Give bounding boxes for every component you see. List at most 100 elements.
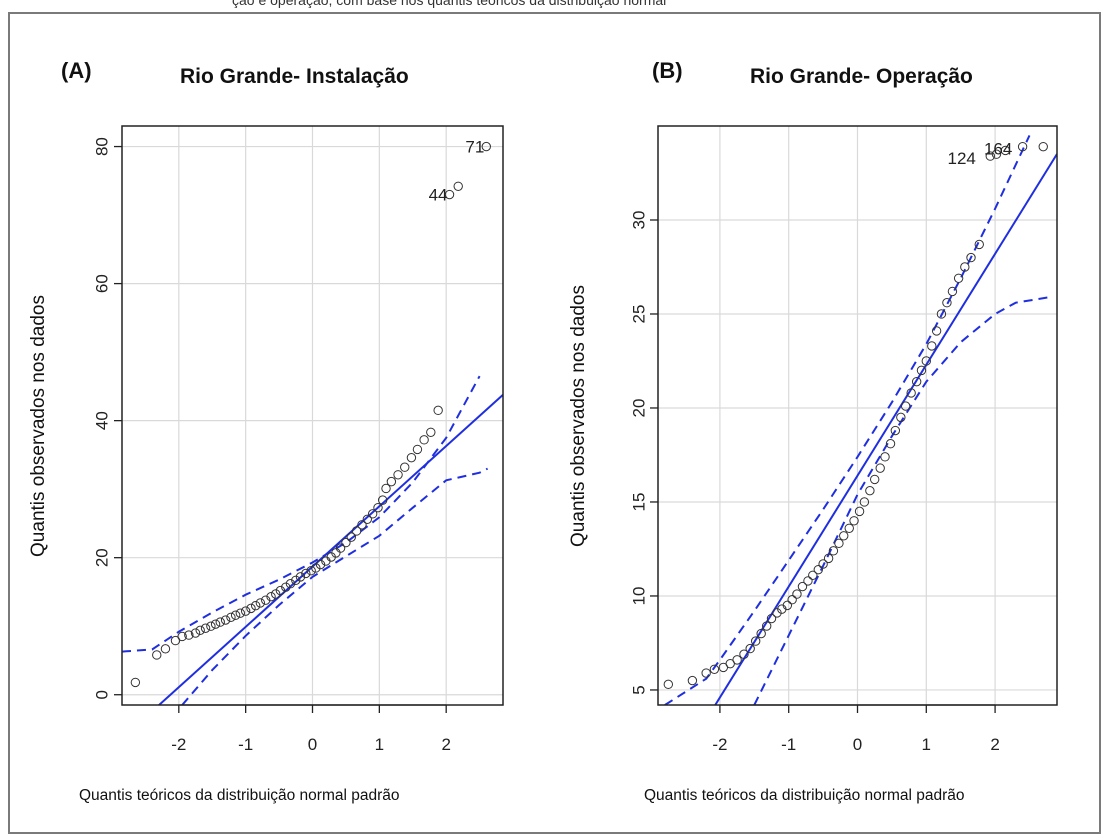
- panel-a-title: Rio Grande- Instalação: [180, 65, 409, 88]
- panel-a-envelope-upper: [122, 375, 481, 653]
- panel-b-data-point: [936, 309, 947, 319]
- panel-a-ytick-label: 0: [92, 690, 111, 699]
- panel-b-ylabel: Quantis observados nos dados: [568, 285, 589, 547]
- panel-a-data-point: [373, 502, 383, 513]
- panel-a-data-point: [419, 435, 429, 445]
- page-header-fragment: ção e operação, com base nos quantis teó…: [0, 0, 1103, 12]
- panel-b-data-point: [916, 365, 927, 376]
- panel-a-envelope-lower: [181, 467, 489, 705]
- panel-a-data-point: [315, 559, 326, 570]
- panel-a-data-point: [433, 405, 443, 416]
- panel-b-data-point: [701, 668, 711, 678]
- panel-b-data-point: [709, 664, 720, 674]
- panel-b-data-point: [966, 252, 976, 263]
- panel-a-point-label: 44: [429, 186, 448, 205]
- panel-b-reference-line: [714, 153, 1057, 705]
- panel-b-point-label: 164: [984, 140, 1012, 159]
- panel-b-data-point: [750, 636, 761, 646]
- panel-b-data-point: [974, 239, 984, 250]
- header-fragment-text: ção e operação, com base nos quantis teó…: [232, 0, 667, 8]
- panel-b-data-point: [745, 643, 755, 654]
- panel-b-ytick-label: 30: [629, 211, 648, 230]
- panel-a-data-point: [250, 600, 261, 611]
- panel-a-data-point: [377, 495, 388, 505]
- panel-a-ytick-label: 20: [92, 548, 111, 567]
- panel-b-data-point: [687, 675, 698, 686]
- panel-b-data-point: [906, 388, 916, 398]
- panel-a-data-point: [246, 603, 256, 614]
- panel-b-data-point: [849, 516, 859, 526]
- panel-a-data-point: [393, 470, 403, 480]
- panel-a-xtick-label: -2: [171, 735, 186, 754]
- panel-b-ytick-label: 20: [629, 399, 648, 418]
- panel-b-data-point: [761, 621, 772, 631]
- panel-a-data-point: [195, 625, 205, 636]
- panel-b-ytick-label: 5: [629, 685, 648, 694]
- panel-b-xtick-label: -1: [781, 735, 796, 754]
- panel-a-xlabel: Quantis teóricos da distribuição normal …: [79, 787, 400, 804]
- panel-b-data-point: [808, 570, 818, 580]
- panel-b-data-point: [885, 438, 896, 449]
- panel-b-data-point: [854, 506, 865, 517]
- panel-a-data-point: [453, 181, 463, 191]
- panel-b-data-point: [732, 655, 742, 665]
- panel-b-envelope-lower: [753, 296, 1051, 705]
- panel-a-data-point: [291, 575, 301, 585]
- panel-b-data-point: [1038, 141, 1048, 152]
- panel-b-data-point: [839, 531, 849, 541]
- panel-a-data-point: [341, 537, 351, 548]
- panel-a-data-point: [400, 462, 410, 472]
- panel-b-ytick-label: 15: [629, 493, 648, 512]
- panel-b-data-point: [663, 679, 674, 690]
- panel-b-xtick-label: 0: [853, 735, 862, 754]
- panel-a-data-point: [266, 592, 276, 602]
- panel-a-data-point: [281, 582, 291, 592]
- panel-a-data-point: [177, 631, 187, 642]
- panel-a-point-label: 71: [465, 138, 484, 157]
- panel-a-data-point: [412, 444, 423, 455]
- panel-a-data-point: [351, 526, 362, 536]
- panel-b-data-point: [890, 425, 901, 436]
- panel-b-xtick-label: -2: [712, 735, 727, 754]
- panel-b-data-point: [797, 581, 808, 592]
- panel-a-data-point: [357, 520, 367, 530]
- panel-a-data-point: [331, 548, 341, 558]
- panel-b-data-point: [823, 553, 834, 564]
- panel-b-data-point: [931, 326, 942, 336]
- panel-a-ylabel: Quantis observados nos dados: [28, 295, 49, 557]
- panel-b-data-point: [813, 564, 823, 575]
- panel-a-data-point: [255, 598, 266, 608]
- panel-b-data-point: [766, 613, 777, 624]
- panel-b-data-point: [942, 298, 952, 308]
- panel-b-data-point: [911, 376, 922, 387]
- panel-a-data-point: [170, 635, 181, 646]
- panel-a-data-point: [210, 619, 221, 629]
- panel-a-data-point: [311, 563, 321, 573]
- panel-b-data-point: [960, 262, 970, 272]
- panel-b-ytick-label: 25: [629, 305, 648, 324]
- panel-b-data-point: [880, 452, 890, 462]
- panel-b-data-point: [782, 600, 793, 611]
- panel-a-data-point: [346, 532, 356, 542]
- panel-b-data-point: [985, 151, 995, 161]
- panel-b-xtick-label: 2: [990, 735, 999, 754]
- panel-a-data-point: [285, 579, 296, 589]
- panel-b-data-point: [900, 401, 911, 411]
- panel-a-data-point: [386, 476, 397, 487]
- panel-a-data-point: [200, 623, 211, 633]
- panel-a-data-point: [406, 452, 417, 463]
- panel-a-data-point: [130, 677, 141, 688]
- figure-frame: [8, 12, 1101, 834]
- panel-b-data-point: [818, 559, 828, 569]
- panel-a-data-point: [335, 543, 346, 553]
- panel-a-ytick-label: 60: [92, 274, 111, 293]
- panel-a-data-point: [190, 628, 201, 638]
- panel-a-data-point: [367, 509, 378, 519]
- panel-a-data-point: [444, 189, 455, 200]
- panel-a-data-point: [295, 572, 306, 582]
- panel-b-data-point: [739, 649, 749, 659]
- panel-a-data-point: [381, 483, 391, 494]
- panel-b-data-point: [844, 523, 854, 533]
